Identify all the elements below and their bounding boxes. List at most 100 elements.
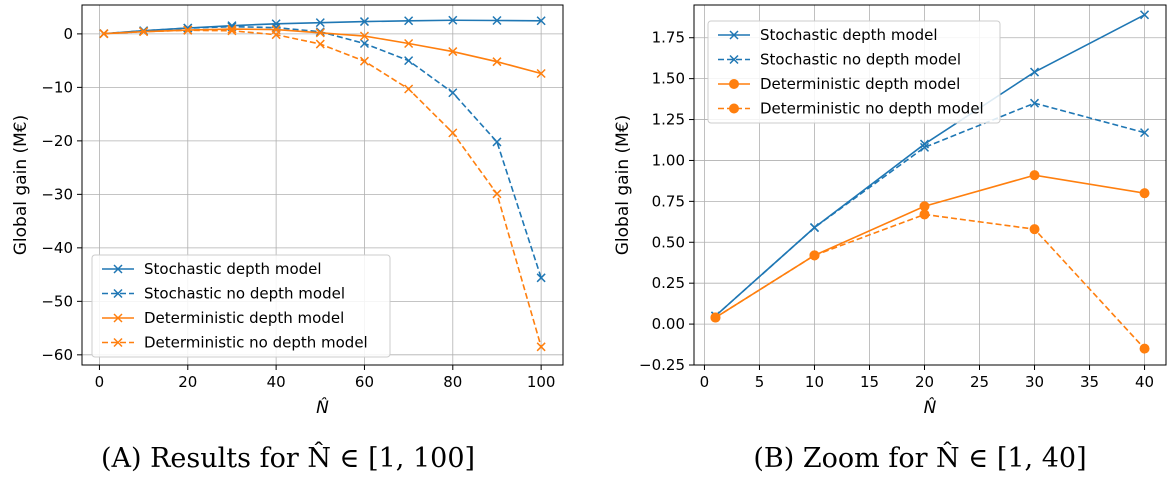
series-stochastic-no-depth-model [710,98,1150,321]
y-tick-label-5: −50 [41,292,73,310]
y-tick-label-8: 1.75 [652,29,685,47]
chart-b: 0 5 10 15 20 25 30 35 40 −0.25 0.00 0.25 0.50 0.75 1.0… [613,4,1167,474]
series-deterministic-no-depth-model [710,209,1150,354]
data-point-3 [1029,170,1040,181]
legend-entry-2: Deterministic depth model [102,309,344,327]
plot-frame [693,4,1167,366]
x-tick-label-1: 5 [755,373,765,391]
data-point-8 [448,88,458,98]
data-point-3 [1029,67,1040,77]
data-point-3 [1029,224,1040,235]
x-tick-label-2: 40 [267,373,286,391]
data-point-5 [315,18,325,28]
data-point-1 [139,27,149,37]
chart-caption: (B) Zoom for N̂ ∈ [1, 40] [753,441,1086,474]
x-axis-label: N̂ [924,397,937,418]
x-tick-label-7: 35 [1080,373,1099,391]
data-point-2 [919,142,930,152]
series-deterministic-depth-model [710,170,1150,323]
data-point-3 [1029,98,1040,108]
y-tick-label-3: −30 [41,185,73,203]
legend-entry-0: Stochastic depth model [718,26,938,44]
data-point-0 [99,29,109,39]
x-tick-label-6: 30 [1025,373,1044,391]
legend: Stochastic depth model Stochastic no dept… [707,20,1001,124]
x-tick-label-8: 40 [1135,373,1154,391]
data-point-legend [729,103,739,114]
data-point-6 [359,31,369,41]
data-point-3 [227,26,237,36]
data-point-4 [1139,188,1150,199]
y-axis-label: Global gain (M€) [11,115,31,256]
data-point-9 [492,189,502,199]
legend-label: Stochastic no depth model [760,51,961,69]
x-tick-label-5: 25 [970,373,989,391]
x-tick-label-1: 20 [178,373,197,391]
data-point-4 [1140,128,1150,138]
data-point-legend [729,30,739,40]
data-point-1 [809,223,820,233]
x-tick-label-4: 80 [443,373,462,391]
data-point-legend [113,337,123,348]
data-point-legend [113,313,123,323]
data-point-10 [536,68,546,78]
data-point-2 [183,25,193,35]
legend-label: Deterministic depth model [144,309,344,327]
legend-box [91,254,391,358]
data-point-7 [404,56,414,66]
legend-label: Stochastic depth model [144,260,322,278]
legend-entry-3: Deterministic no depth model [102,334,368,352]
data-point-legend [729,79,739,89]
data-point-9 [492,137,502,147]
data-point-0 [710,312,721,323]
data-point-5 [315,27,325,37]
legend-entry-0: Stochastic depth model [102,260,322,278]
legend-entry-1: Stochastic no depth model [102,285,345,303]
series-line [715,213,1146,350]
data-point-4 [1139,343,1150,354]
x-tick-label-0: 0 [700,373,710,391]
y-tick-label-6: −60 [41,346,73,364]
data-point-10 [536,16,546,26]
chart-caption: (A) Results for N̂ ∈ [1, 100] [101,441,475,474]
x-tick-label-5: 100 [527,373,556,391]
data-point-8 [448,15,458,25]
y-tick-label-2: −20 [41,132,73,150]
series-line [715,174,1145,319]
x-tick-label-4: 20 [915,373,934,391]
data-point-5 [315,39,325,49]
data-point-8 [448,128,458,138]
data-point-6 [359,38,369,49]
plot-frame [81,4,564,366]
y-tick-label-4: −40 [41,239,73,257]
x-tick-label-2: 10 [805,373,824,391]
data-point-6 [359,56,369,66]
data-point-7 [404,16,414,26]
legend-entry-3: Deterministic no depth model [718,100,984,118]
data-point-legend [113,288,123,299]
y-tick-label-0: 0 [63,25,73,43]
legend-label: Stochastic no depth model [144,285,345,303]
y-tick-label-4: 0.75 [652,192,685,210]
data-point-5 [315,28,325,38]
data-point-1 [809,250,820,261]
y-tick-label-3: 0.50 [652,233,685,251]
x-tick-label-3: 60 [355,373,374,391]
chart-a: 0 20 40 60 80 100 0 −10 −20 −30 −40 −50 −60 Stochasti… [11,4,564,474]
series-line [714,102,1145,317]
legend-entry-2: Deterministic depth model [718,75,960,93]
series-stochastic-no-depth-model [99,22,546,283]
series-deterministic-depth-model [99,24,546,78]
legend-entry-1: Stochastic no depth model [718,51,961,69]
data-point-9 [492,15,502,26]
legend-label: Deterministic depth model [760,75,960,93]
data-point-legend [729,54,739,65]
y-tick-label-6: 1.25 [652,111,685,129]
data-point-8 [448,47,458,57]
data-point-2 [919,201,930,212]
data-point-10 [536,342,546,352]
legend-label: Deterministic no depth model [144,334,368,352]
data-point-6 [359,17,369,27]
y-tick-label-1: −10 [41,78,73,96]
y-tick-label-1: 0.00 [652,315,685,333]
